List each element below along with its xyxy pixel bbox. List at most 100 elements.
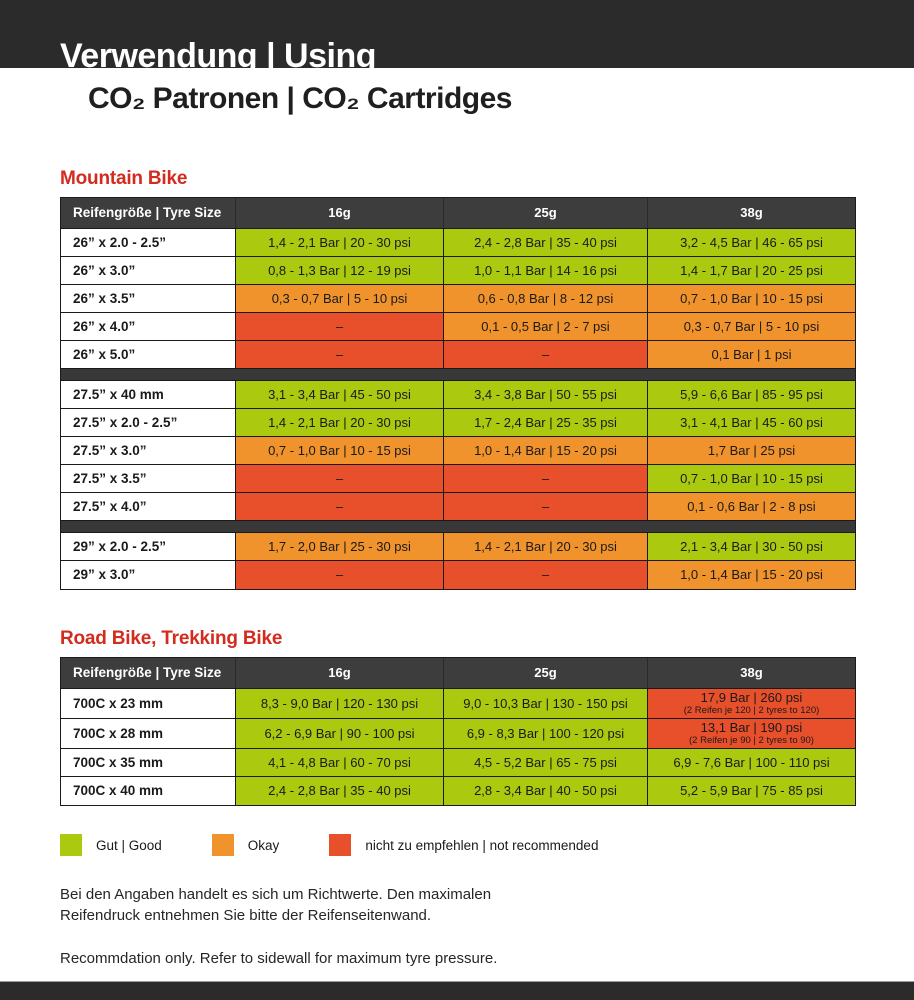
pressure-cell-okay: 0,7 - 1,0 Bar | 10 - 15 psi xyxy=(648,285,855,312)
pressure-note: (2 Reifen je 90 | 2 tyres to 90) xyxy=(689,735,814,746)
pressure-value: – xyxy=(335,498,344,514)
table-row: 27.5” x 4.0” – – 0,1 - 0,6 Bar | 2 - 8 psi xyxy=(61,493,855,521)
pressure-value: 1,4 - 2,1 Bar | 20 - 30 psi xyxy=(268,414,411,430)
pressure-value: 8,3 - 9,0 Bar | 120 - 130 psi xyxy=(260,695,419,711)
pressure-value: 6,2 - 6,9 Bar | 90 - 100 psi xyxy=(264,725,415,741)
pressure-cell-bad: – xyxy=(236,493,444,520)
pressure-value: 1,0 - 1,1 Bar | 14 - 16 psi xyxy=(474,262,617,278)
pressure-cell-good: 6,2 - 6,9 Bar | 90 - 100 psi xyxy=(236,719,444,748)
tyre-size-cell: 29” x 2.0 - 2.5” xyxy=(61,533,236,560)
pressure-cell-good: 9,0 - 10,3 Bar | 130 - 150 psi xyxy=(444,689,648,718)
section-separator-row xyxy=(61,369,855,381)
table-header-cell: Reifengröße | Tyre Size xyxy=(61,658,236,688)
pressure-cell-bad: – xyxy=(236,313,444,340)
road-bike-section: Road Bike, Trekking Bike Reifengröße | T… xyxy=(60,628,856,806)
pressure-cell-okay: 0,7 - 1,0 Bar | 10 - 15 psi xyxy=(236,437,444,464)
tyre-size-cell: 27.5” x 40 mm xyxy=(61,381,236,408)
tyre-size-cell: 26” x 5.0” xyxy=(61,341,236,368)
pressure-value: 6,9 - 8,3 Bar | 100 - 120 psi xyxy=(466,725,625,741)
pressure-cell-good: 3,4 - 3,8 Bar | 50 - 55 psi xyxy=(444,381,648,408)
bottom-band xyxy=(0,981,914,1000)
mountain-bike-section: Mountain Bike Reifengröße | Tyre Size 16g… xyxy=(60,168,856,590)
pressure-value: 0,6 - 0,8 Bar | 8 - 12 psi xyxy=(477,290,614,306)
content-area: Mountain Bike Reifengröße | Tyre Size 16g… xyxy=(60,168,856,969)
legend-swatch-okay xyxy=(211,834,234,856)
table-header-cell: 25g xyxy=(444,658,648,688)
table-row: 27.5” x 3.5” – – 0,7 - 1,0 Bar | 10 - 15 ps… xyxy=(61,465,855,493)
pressure-value: 5,9 - 6,6 Bar | 85 - 95 psi xyxy=(680,386,823,402)
tyre-size-cell: 27.5” x 3.5” xyxy=(61,465,236,492)
table-row: 27.5” x 40 mm 3,1 - 3,4 Bar | 45 - 50 psi… xyxy=(61,381,855,409)
table-header-row: Reifengröße | Tyre Size 16g 25g 38g xyxy=(61,198,855,229)
tyre-size-cell: 27.5” x 3.0” xyxy=(61,437,236,464)
pressure-cell-bad: 17,9 Bar | 260 psi (2 Reifen je 120 | 2 t… xyxy=(648,689,855,718)
pressure-value: 1,4 - 1,7 Bar | 20 - 25 psi xyxy=(680,262,823,278)
footnote-english: Recommdation only. Refer to sidewall for… xyxy=(60,950,498,967)
pressure-value: 1,0 - 1,4 Bar | 15 - 20 psi xyxy=(474,442,617,458)
pressure-value: 3,4 - 3,8 Bar | 50 - 55 psi xyxy=(474,386,617,402)
pressure-value: 0,8 - 1,3 Bar | 12 - 19 psi xyxy=(268,262,411,278)
tyre-size-cell: 700C x 40 mm xyxy=(61,777,236,805)
pressure-value: 0,1 Bar | 1 psi xyxy=(711,346,792,362)
pressure-cell-good: 8,3 - 9,0 Bar | 120 - 130 psi xyxy=(236,689,444,718)
pressure-value: – xyxy=(541,498,550,514)
mountain-bike-pressure-table: Reifengröße | Tyre Size 16g 25g 38g 26” x 2.… xyxy=(60,197,856,590)
pressure-cell-good: 5,9 - 6,6 Bar | 85 - 95 psi xyxy=(648,381,855,408)
legend-item-good: Gut | Good xyxy=(60,834,162,856)
legend-label: Gut | Good xyxy=(96,837,162,853)
pressure-cell-good: 4,5 - 5,2 Bar | 65 - 75 psi xyxy=(444,749,648,776)
table-header-cell: 16g xyxy=(236,198,444,228)
pressure-value: 17,9 Bar | 260 psi xyxy=(700,690,803,705)
table-row: 700C x 35 mm 4,1 - 4,8 Bar | 60 - 70 psi 4… xyxy=(61,749,855,777)
pressure-cell-bad: – xyxy=(236,561,444,589)
pressure-note: (2 Reifen je 120 | 2 tyres to 120) xyxy=(683,705,820,716)
table-row: 27.5” x 2.0 - 2.5” 1,4 - 2,1 Bar | 20 - 3… xyxy=(61,409,855,437)
pressure-value: 1,0 - 1,4 Bar | 15 - 20 psi xyxy=(680,567,823,582)
pressure-value: 0,3 - 0,7 Bar | 5 - 10 psi xyxy=(683,318,820,334)
pressure-cell-okay: 0,6 - 0,8 Bar | 8 - 12 psi xyxy=(444,285,648,312)
pressure-cell-good: 2,4 - 2,8 Bar | 35 - 40 psi xyxy=(444,229,648,256)
pressure-value: – xyxy=(335,346,344,362)
pressure-cell-okay: 1,7 - 2,0 Bar | 25 - 30 psi xyxy=(236,533,444,560)
table-row: 700C x 23 mm 8,3 - 9,0 Bar | 120 - 130 ps… xyxy=(61,689,855,719)
pressure-value: 0,3 - 0,7 Bar | 5 - 10 psi xyxy=(271,290,408,306)
pressure-cell-okay: 0,3 - 0,7 Bar | 5 - 10 psi xyxy=(648,313,855,340)
footnotes: Bei den Angaben handelt es sich um Richt… xyxy=(60,884,856,969)
pressure-value: 5,2 - 5,9 Bar | 75 - 85 psi xyxy=(680,783,823,798)
pressure-cell-good: 3,1 - 3,4 Bar | 45 - 50 psi xyxy=(236,381,444,408)
pressure-cell-bad: – xyxy=(444,493,648,520)
table-header-cell: 38g xyxy=(740,205,763,220)
pressure-cell-good: 0,7 - 1,0 Bar | 10 - 15 psi xyxy=(648,465,855,492)
pressure-value: 1,7 - 2,4 Bar | 25 - 35 psi xyxy=(474,414,617,430)
pressure-value: 4,1 - 4,8 Bar | 60 - 70 psi xyxy=(268,754,411,770)
legend-label: Okay xyxy=(247,837,280,853)
tyre-size-cell: 26” x 2.0 - 2.5” xyxy=(61,229,236,256)
section-separator-row xyxy=(61,521,855,533)
table-header-cell: 38g xyxy=(740,665,763,680)
pressure-value: – xyxy=(541,470,550,486)
pressure-cell-okay: 0,3 - 0,7 Bar | 5 - 10 psi xyxy=(236,285,444,312)
legend-item-okay: Okay xyxy=(211,834,280,856)
table-row: 26” x 3.0” 0,8 - 1,3 Bar | 12 - 19 psi 1,0… xyxy=(61,257,855,285)
footnote-german: Bei den Angaben handelt es sich um Richt… xyxy=(60,886,492,924)
table-row: 27.5” x 3.0” 0,7 - 1,0 Bar | 10 - 15 psi 1… xyxy=(61,437,855,465)
road-bike-pressure-table: Reifengröße | Tyre Size 16g 25g 38g 700C x 2… xyxy=(60,657,856,806)
pressure-value: 0,7 - 1,0 Bar | 10 - 15 psi xyxy=(680,290,823,306)
tyre-size-cell: 27.5” x 4.0” xyxy=(61,493,236,520)
pressure-value: 4,5 - 5,2 Bar | 65 - 75 psi xyxy=(474,754,617,770)
pressure-value: 0,7 - 1,0 Bar | 10 - 15 psi xyxy=(680,470,823,486)
pressure-value: 2,1 - 3,4 Bar | 30 - 50 psi xyxy=(680,538,823,554)
pressure-value: 13,1 Bar | 190 psi xyxy=(700,720,803,735)
tyre-size-cell: 700C x 23 mm xyxy=(61,689,236,718)
pressure-cell-good: 1,0 - 1,1 Bar | 14 - 16 psi xyxy=(444,257,648,284)
table-row: 29” x 3.0” – – 1,0 - 1,4 Bar | 15 - 20 psi xyxy=(61,561,855,589)
section-title-road-bike: Road Bike, Trekking Bike xyxy=(60,628,283,649)
pressure-cell-good: 2,1 - 3,4 Bar | 30 - 50 psi xyxy=(648,533,855,560)
tyre-size-cell: 26” x 3.5” xyxy=(61,285,236,312)
pressure-cell-good: 6,9 - 8,3 Bar | 100 - 120 psi xyxy=(444,719,648,748)
pressure-cell-okay: 1,0 - 1,4 Bar | 15 - 20 psi xyxy=(648,561,855,589)
pressure-cell-good: 0,8 - 1,3 Bar | 12 - 19 psi xyxy=(236,257,444,284)
pressure-value: 0,7 - 1,0 Bar | 10 - 15 psi xyxy=(268,442,411,458)
pressure-value: – xyxy=(335,470,344,486)
legend: Gut | Good Okay nicht zu empfehlen | not r… xyxy=(60,834,856,856)
